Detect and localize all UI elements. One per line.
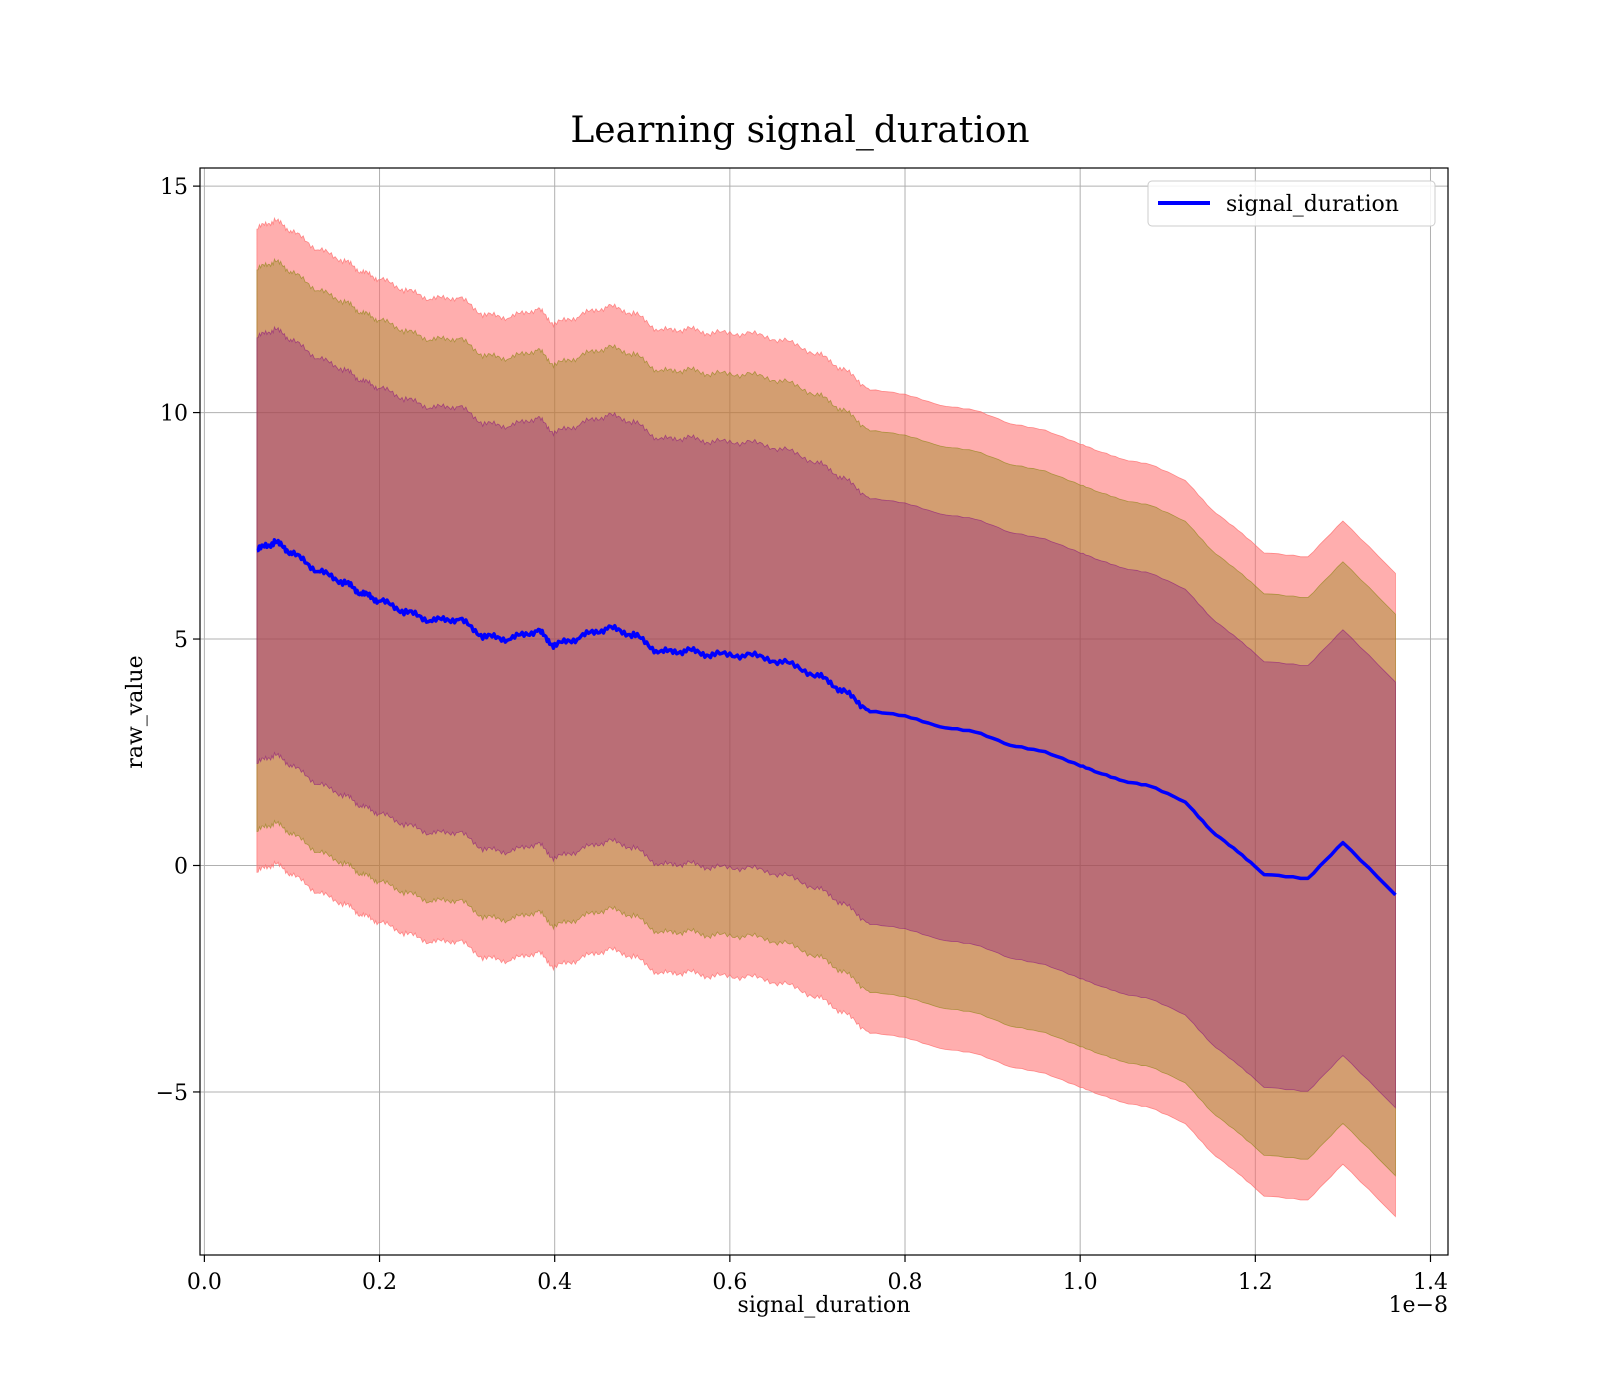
x-tick-label: 0.2: [362, 1270, 397, 1295]
series-line-signal-duration: [256, 538, 1397, 897]
x-tick-label: 0.8: [888, 1270, 923, 1295]
y-tick-label: 15: [160, 175, 188, 200]
x-tick-label: 1.0: [1063, 1270, 1098, 1295]
x-tick-label: 1.4: [1413, 1270, 1448, 1295]
plot-frame: [199, 167, 1449, 1256]
x-tick-label: 1.2: [1238, 1270, 1273, 1295]
x-axis-scale-label: 1e−8: [1389, 1293, 1448, 1318]
chart-title: Learning signal_duration: [570, 110, 1029, 151]
confidence-band-0: [256, 216, 1396, 1218]
confidence-bands: [256, 216, 1396, 1218]
y-axis-label: raw_value: [123, 655, 148, 768]
y-tick-label: −5: [156, 1081, 188, 1106]
y-tick-label: 0: [174, 854, 188, 879]
x-tick-label: 0.4: [537, 1270, 572, 1295]
confidence-band-2: [256, 325, 1396, 1109]
y-tick-label: 5: [174, 628, 188, 653]
y-axis-ticks: −5 0 5 10 15: [156, 175, 200, 1106]
legend-label: signal_duration: [1226, 192, 1399, 217]
x-axis-ticks: 0.0 0.2 0.4 0.6 0.8 1.0 1.2 1.4: [187, 1255, 1448, 1295]
y-tick-label: 10: [160, 402, 188, 427]
series-lines: [256, 538, 1397, 897]
x-axis-label: signal_duration: [738, 1293, 911, 1318]
legend-box: [1147, 180, 1436, 227]
legend: signal_duration: [1147, 180, 1436, 227]
x-tick-label: 0.6: [712, 1270, 747, 1295]
x-tick-label: 0.0: [187, 1270, 222, 1295]
confidence-band-1: [256, 257, 1396, 1177]
